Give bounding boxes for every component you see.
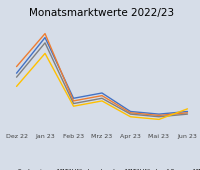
MMW Solar [186, 108, 189, 110]
MMW Wind auf See [72, 103, 75, 105]
Spotpreis [101, 92, 103, 94]
MMW Wind an Land [15, 66, 18, 68]
MMW Wind an Land [44, 33, 46, 35]
Spotpreis [158, 113, 160, 115]
MMW Wind an Land [129, 112, 132, 114]
Spotpreis [72, 97, 75, 99]
MMW Wind an Land [72, 100, 75, 102]
MMW Solar [15, 85, 18, 87]
Title: Monatsmarktwerte 2022/23: Monatsmarktwerte 2022/23 [29, 8, 175, 18]
Spotpreis [44, 37, 46, 39]
MMW Solar [72, 105, 75, 107]
Spotpreis [15, 72, 18, 74]
MMW Wind an Land [158, 114, 160, 116]
Line: MMW Solar: MMW Solar [17, 53, 187, 119]
MMW Wind an Land [186, 112, 189, 114]
MMW Solar [101, 100, 103, 102]
MMW Wind auf See [186, 113, 189, 115]
Line: MMW Wind auf See: MMW Wind auf See [17, 43, 187, 117]
MMW Wind auf See [15, 76, 18, 78]
Spotpreis [186, 110, 189, 113]
Legend: Spotpreis, MMW Wind an Land, MMW Wind auf See, MMW Solar: Spotpreis, MMW Wind an Land, MMW Wind au… [7, 167, 200, 170]
Line: Spotpreis: Spotpreis [17, 38, 187, 114]
MMW Wind an Land [101, 95, 103, 97]
Spotpreis [129, 110, 132, 113]
MMW Wind auf See [158, 116, 160, 118]
MMW Solar [158, 118, 160, 120]
MMW Wind auf See [101, 97, 103, 99]
MMW Wind auf See [44, 42, 46, 44]
MMW Solar [44, 52, 46, 54]
MMW Wind auf See [129, 113, 132, 115]
Line: MMW Wind an Land: MMW Wind an Land [17, 34, 187, 115]
MMW Solar [129, 116, 132, 118]
